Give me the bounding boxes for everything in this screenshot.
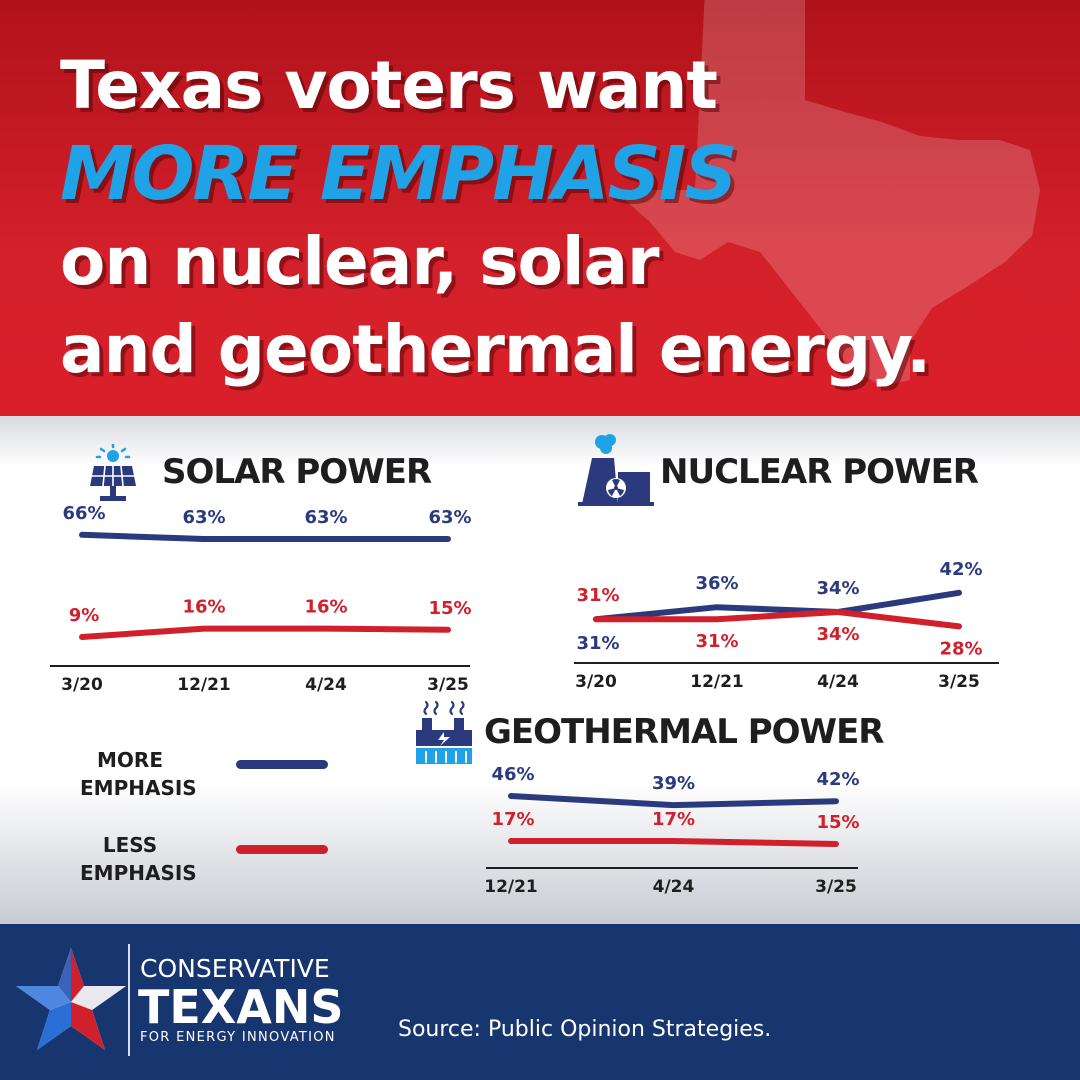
tick-label: 12/21	[484, 877, 538, 897]
more-value-label: 34%	[816, 578, 859, 599]
charts-area: SOLAR POWER 3/20 12/21 4/24 3/25 66% 63% 63% 63…	[0, 416, 1080, 924]
more-value-label: 42%	[816, 769, 859, 790]
more-emphasis-line	[593, 589, 962, 623]
tick-label: 3/20	[61, 675, 103, 695]
tick-label: 3/25	[815, 877, 857, 897]
legend-more-line-1: MORE	[97, 748, 163, 772]
logo-line-2: TEXANS	[138, 980, 344, 1034]
more-value-label: 66%	[62, 503, 105, 524]
geothermal-chart: 12/21 4/24 3/25 46% 39% 42% 17% 17% 15%	[484, 764, 859, 897]
more-value-label: 63%	[304, 507, 347, 528]
headline-line-4: and geothermal energy.	[60, 311, 931, 388]
headline-emphasis: MORE EMPHASIS	[60, 131, 738, 217]
solar-panel-icon	[90, 444, 136, 501]
star-logo-icon	[16, 948, 126, 1050]
more-value-label: 46%	[491, 764, 534, 785]
less-value-label: 17%	[652, 809, 695, 830]
less-value-label: 15%	[816, 812, 859, 833]
more-value-label: 39%	[652, 773, 695, 794]
legend-less-line-1: LESS	[102, 833, 158, 857]
legend-less-swatch	[236, 845, 328, 854]
legend-more-line-2: EMPHASIS	[80, 776, 197, 800]
legend-more-label: MORE EMPHASIS	[80, 746, 197, 802]
legend-more-swatch	[236, 760, 328, 769]
tick-label: 3/20	[575, 672, 617, 692]
tick-label: 4/24	[305, 675, 347, 695]
less-value-label: 16%	[182, 597, 225, 618]
logo-line-3: FOR ENERGY INNOVATION	[140, 1030, 336, 1045]
more-value-label: 36%	[695, 573, 738, 594]
less-value-label: 16%	[304, 597, 347, 618]
headline: Texas voters want MORE EMPHASIS on nucle…	[60, 42, 1020, 394]
nuclear-title: NUCLEAR POWER	[660, 452, 979, 492]
less-value-label: 34%	[816, 624, 859, 645]
headline-line-3: on nuclear, solar	[60, 223, 660, 300]
more-value-label: 31%	[576, 633, 619, 654]
solar-chart: 3/20 12/21 4/24 3/25 66% 63% 63% 63% 9% 16% 16% 15%	[50, 503, 472, 695]
less-emphasis-line	[593, 609, 962, 630]
less-value-label: 31%	[576, 585, 619, 606]
more-value-label: 63%	[182, 507, 225, 528]
legend-less-label: LESS EMPHASIS	[80, 831, 197, 887]
tick-label: 4/24	[817, 672, 859, 692]
legend-less-line-2: EMPHASIS	[80, 861, 197, 885]
more-emphasis-line	[508, 793, 839, 809]
solar-title: SOLAR POWER	[162, 452, 432, 492]
geothermal-title: GEOTHERMAL POWER	[484, 712, 884, 752]
less-value-label: 9%	[69, 605, 100, 626]
more-value-label: 42%	[939, 559, 982, 580]
texas-map-icon	[620, 0, 1040, 386]
tick-label: 3/25	[427, 675, 469, 695]
tick-label: 3/25	[938, 672, 980, 692]
footer: CONSERVATIVE TEXANS FOR ENERGY INNOVATIO…	[0, 924, 1080, 1080]
less-emphasis-line	[79, 625, 451, 640]
header-banner: Texas voters want MORE EMPHASIS on nucle…	[0, 0, 1080, 416]
nuclear-plant-icon	[578, 434, 654, 506]
logo-line-1: CONSERVATIVE	[140, 954, 330, 983]
less-value-label: 31%	[695, 631, 738, 652]
tick-label: 12/21	[690, 672, 744, 692]
geothermal-plant-icon	[416, 700, 472, 764]
logo-divider	[128, 944, 130, 1056]
nuclear-chart: 3/20 12/21 4/24 3/25 31% 36% 34% 42% 31% 31% 34% 28…	[574, 559, 999, 692]
less-value-label: 17%	[491, 809, 534, 830]
more-emphasis-line	[79, 531, 451, 542]
tick-label: 12/21	[177, 675, 231, 695]
more-value-label: 63%	[428, 507, 471, 528]
tick-label: 4/24	[653, 877, 695, 897]
less-value-label: 28%	[939, 638, 982, 659]
less-value-label: 15%	[428, 598, 471, 619]
legend: MORE EMPHASIS LESS EMPHASIS	[60, 746, 340, 896]
source-text: Source: Public Opinion Strategies.	[398, 1017, 772, 1042]
headline-line-1: Texas voters want	[60, 47, 718, 124]
less-emphasis-line	[508, 838, 839, 847]
